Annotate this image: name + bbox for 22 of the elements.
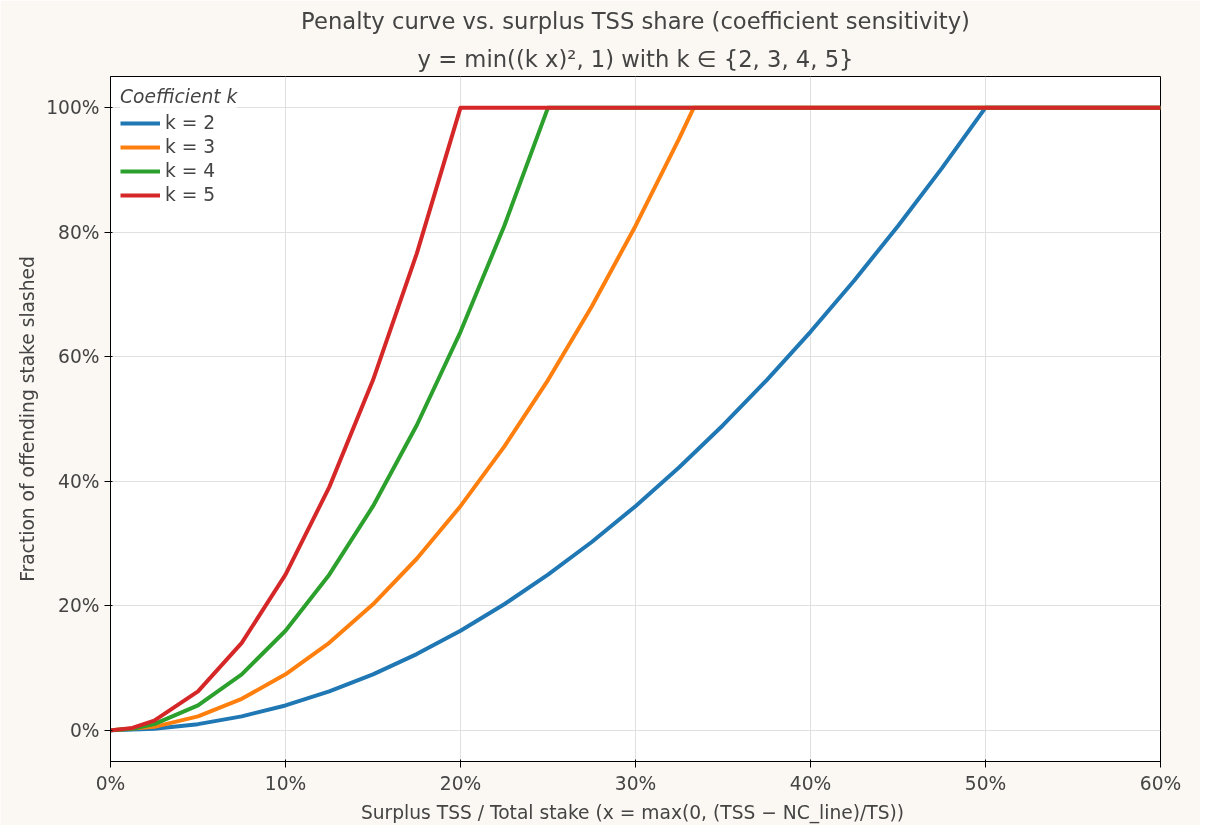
x-tick-label: 20%: [439, 772, 482, 794]
y-tick-label: 80%: [58, 221, 100, 243]
y-tick-label: 20%: [58, 595, 100, 617]
x-axis-title: Surplus TSS / Total stake (x = max(0, (TSS − NC_line)/TS)): [360, 801, 905, 824]
legend-label: k = 5: [165, 184, 216, 205]
x-tick-label: 0%: [95, 772, 126, 794]
y-tick-label: 100%: [46, 97, 100, 119]
x-tick-label: 60%: [1139, 772, 1182, 794]
chart-subtitle: y = min((k x)², 1) with k ∈ {2, 3, 4, 5}: [417, 45, 854, 72]
y-axis-title: Fraction of offending stake slashed: [17, 256, 39, 582]
x-tick-label: 50%: [964, 772, 1007, 794]
x-tick-label: 10%: [264, 772, 307, 794]
x-tick-label: 40%: [789, 772, 832, 794]
x-tick-label: 30%: [614, 772, 657, 794]
legend-label: k = 3: [165, 136, 216, 157]
legend-title: Coefficient k: [120, 86, 238, 107]
chart-title: Penalty curve vs. surplus TSS share (coefficient sensitivity): [301, 7, 970, 34]
y-tick-label: 60%: [58, 346, 100, 368]
legend-label: k = 2: [165, 112, 216, 133]
legend-label: k = 4: [165, 160, 216, 181]
y-tick-label: 40%: [58, 470, 100, 492]
y-tick-label: 0%: [69, 719, 100, 741]
